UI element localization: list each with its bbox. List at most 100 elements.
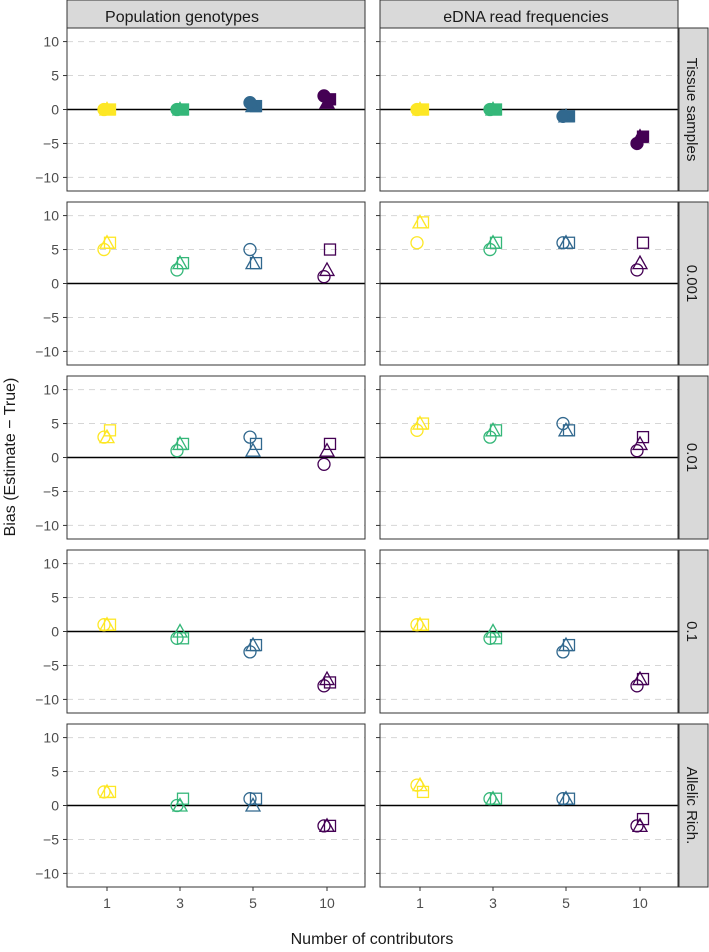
data-point-triangle (171, 435, 189, 451)
data-point-triangle (631, 670, 649, 686)
panel-border (379, 723, 679, 888)
data-point-circle (630, 819, 644, 833)
data-point-triangle (484, 623, 502, 638)
panel: 10 5 0 −5 −10 (35, 375, 366, 540)
panel-border (379, 549, 679, 714)
data-point-square (323, 243, 337, 256)
y-tick-label: −5 (43, 309, 59, 325)
row-strip-label: Allelic Rich. (683, 767, 700, 845)
data-point-circle (243, 96, 257, 110)
y-tick-label: 5 (51, 68, 59, 84)
row-strip-allelic-rich: Allelic Rich. (678, 723, 709, 888)
y-tick-label: 5 (51, 416, 59, 432)
data-point-circle (170, 102, 184, 117)
x-tick-label: 1 (416, 895, 424, 911)
data-point-circle (170, 444, 184, 458)
panel-border (379, 27, 679, 192)
data-point-circle (630, 444, 644, 458)
y-tick-label: −10 (35, 691, 59, 707)
panel: 10 5 0 −5 −10 (35, 549, 366, 714)
column-strip-label: Population genotypes (105, 9, 259, 26)
data-point-circle (97, 242, 111, 257)
data-point-triangle (171, 623, 189, 638)
data-point-triangle (318, 442, 336, 457)
y-tick-label: 5 (51, 764, 59, 780)
data-point-triangle (411, 214, 429, 229)
data-point-circle (483, 792, 497, 806)
data-point-circle (410, 236, 424, 250)
data-point-circle (410, 618, 424, 632)
y-tick-label: −10 (35, 865, 59, 881)
data-point-triangle (484, 422, 502, 437)
y-axis-title: Bias (Estimate − True) (2, 378, 19, 537)
data-point-triangle (318, 261, 336, 277)
data-point-circle (170, 798, 184, 813)
data-point-circle (483, 102, 497, 117)
row-strip-label: 0.01 (683, 443, 700, 472)
panel: 10 5 0 −5 −10 (35, 27, 366, 192)
data-point-triangle (244, 442, 262, 457)
row-strip-label: Tissue samples (683, 58, 700, 162)
y-tick-label: 10 (43, 34, 59, 50)
data-point-triangle (318, 670, 336, 686)
data-point-square (176, 632, 190, 645)
x-axis-title: Number of contributors (291, 931, 454, 948)
data-point-circle (97, 618, 111, 632)
data-point-circle (556, 416, 570, 431)
data-point-triangle (98, 234, 116, 249)
row-strip-0-01: 0.01 (678, 375, 709, 540)
y-tick-label: −10 (35, 517, 59, 533)
column-strip-edna-read-frequencies: eDNA read frequencies (379, 0, 679, 29)
data-point-triangle (171, 254, 189, 270)
row-strip-0-001: 0.001 (678, 201, 709, 366)
panel-border (66, 375, 366, 540)
data-point-circle (483, 631, 497, 645)
data-point-triangle (411, 415, 429, 430)
panels-layer: 10 5 0 −5 −10 10 5 0 −5 −10 10 5 0 −5 −10 10 5 0 −5 −10 10 5 0… (35, 27, 679, 911)
panel (376, 549, 679, 714)
panel: 10 5 0 −5 −10 (35, 201, 366, 366)
data-point-circle (630, 679, 644, 693)
data-point-circle (170, 263, 184, 277)
data-point-triangle (484, 234, 502, 249)
panel: 10 5 0 −5 −10 1 3 5 10 (35, 723, 366, 911)
data-point-circle (243, 430, 257, 444)
y-tick-label: 0 (51, 450, 59, 466)
y-tick-label: −10 (35, 343, 59, 359)
data-point-circle (317, 89, 331, 103)
data-point-triangle (244, 636, 262, 652)
x-tick-label: 3 (489, 895, 497, 911)
data-point-square (636, 236, 650, 249)
data-point-circle (410, 102, 424, 117)
panel-border (66, 723, 366, 888)
column-strip-label: eDNA read frequencies (443, 9, 608, 26)
y-tick-label: 10 (43, 730, 59, 746)
panel: 1 3 5 10 (376, 723, 679, 911)
row-strip-0-1: 0.1 (678, 549, 709, 714)
data-point-circle (243, 242, 257, 257)
data-point-circle (243, 645, 257, 659)
data-point-triangle (631, 435, 649, 451)
y-tick-label: 5 (51, 242, 59, 258)
y-tick-label: 0 (51, 276, 59, 292)
data-point-circle (556, 792, 570, 806)
row-strip-tissue-samples: Tissue samples (678, 27, 709, 192)
panel-border (66, 27, 366, 192)
data-point-circle (483, 242, 497, 257)
data-point-circle (556, 109, 570, 123)
y-tick-label: 10 (43, 208, 59, 224)
data-point-circle (556, 236, 570, 250)
data-point-circle (317, 457, 331, 471)
data-point-circle (97, 102, 111, 117)
data-point-circle (410, 423, 424, 437)
panel (376, 27, 679, 192)
data-point-circle (97, 785, 111, 799)
y-tick-label: −5 (43, 831, 59, 847)
data-point-circle (630, 263, 644, 277)
y-tick-label: −5 (43, 657, 59, 673)
data-point-circle (410, 778, 424, 792)
panel (376, 201, 679, 366)
data-point-circle (630, 136, 644, 151)
data-point-circle (317, 270, 331, 284)
